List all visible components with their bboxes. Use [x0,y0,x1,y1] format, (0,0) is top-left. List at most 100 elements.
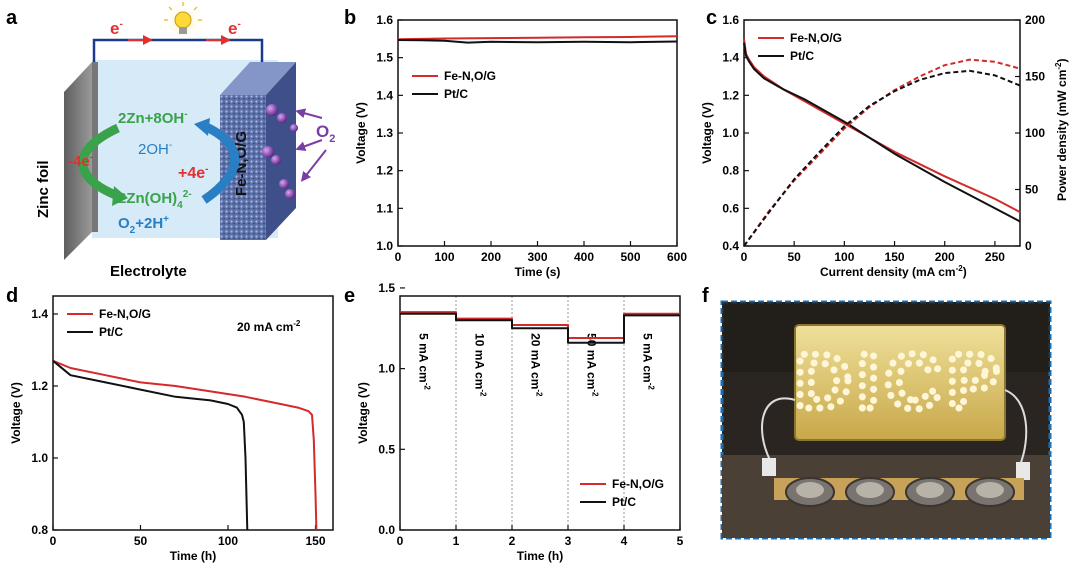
y-tick-label: 1.3 [376,126,393,140]
y-tick-label: 1.6 [376,13,393,27]
y2-tick-label: 0 [1025,239,1032,253]
y-tick-label: 0.6 [722,201,739,215]
oxygen-arrow-1 [295,108,323,119]
y-tick-label: 0.0 [378,523,395,537]
x-tick-label: 200 [935,250,955,264]
legend-label: Fe-N,O/G [444,69,496,83]
y-axis-label: Voltage (V) [354,102,368,164]
x-tick-label: 150 [885,250,905,264]
x-tick-label: 100 [218,534,238,548]
cathode-arrow [201,121,240,204]
plot-frame [52,295,334,531]
series-line-fe-n-o-g-power [743,58,1021,247]
y-tick-label: 1.0 [31,451,48,465]
plot-frame [397,19,678,247]
series-line-pt-c [52,360,249,531]
oxygen-arrow-2 [295,139,323,151]
anode-arrow [78,123,120,201]
x-tick-label: 100 [834,250,854,264]
series-line-fe-n-o-g [397,35,678,41]
y-tick-label: 1.5 [378,281,395,295]
series-line-fe-n-o-g [743,38,1021,213]
led-sign [794,324,1006,441]
chart-c: 0 50 100 150 200 250 0.4 0.6 0.8 1.0 1.2 1.4 1.6 0 50 1… [700,13,1069,279]
panel-f-photo: DICP [720,300,1052,540]
anode-reaction-1: 2Zn+8OH- [118,109,188,127]
x-tick-label: 150 [305,534,325,548]
x-axis-label: Time (h) [517,549,563,563]
y2-axis-label: Power density (mW cm-2) [1054,59,1069,202]
x-tick-label: 3 [565,534,572,548]
y2-tick-label: 50 [1025,183,1039,197]
series-line-fe-n-o-g [52,359,318,531]
x-tick-label: 2 [509,534,516,548]
segment-label: 50 mA cm-2 [585,333,600,397]
y-tick-label: 0.8 [722,164,739,178]
y2-tick-label: 100 [1025,126,1045,140]
y-tick-label: 0.4 [722,239,739,253]
legend-label: Fe-N,O/G [790,31,842,45]
lightbulb-icon [164,2,202,38]
cathode-face [220,95,266,240]
x-tick-label: 4 [621,534,628,548]
x-tick-label: 50 [788,250,802,264]
y-tick-label: 1.2 [376,164,393,178]
x-tick-label: 0 [50,534,57,548]
y-tick-label: 1.2 [31,379,48,393]
panel-label-b: b [344,7,356,29]
legend-label: Pt/C [612,495,636,509]
x-tick-label: 50 [134,534,148,548]
legend-label: Pt/C [790,49,814,63]
chart-d: 0 50 100 150 0.8 1.0 1.2 1.4 Time (h) Voltage (V)… [9,295,334,563]
cathode-top [220,62,296,95]
hydroxide-label: 2OH- [138,140,172,158]
zinc-air-cells [774,477,1024,507]
y-tick-label: 1.0 [722,126,739,140]
oxygen-molecules [262,104,298,199]
y-tick-label: 1.0 [378,362,395,376]
x-tick-label: 500 [620,250,640,264]
legend-label: Fe-N,O/G [612,477,664,491]
legend-label: Fe-N,O/G [99,307,151,321]
legend-label: Pt/C [99,325,123,339]
y-tick-label: 0.8 [31,523,48,537]
x-tick-label: 0 [397,534,404,548]
plot-frame [743,19,1021,247]
oxygen-arrow-3 [300,149,327,182]
panel-label-c: c [706,7,717,29]
plot-frame [399,295,681,531]
y-tick-label: 1.4 [31,307,48,321]
y2-tick-label: 200 [1025,13,1045,27]
legend-label: Pt/C [444,87,468,101]
segment-label: 5 mA cm-2 [417,333,432,390]
chart-annotation: 20 mA cm-2 [237,319,301,334]
external-wire [92,38,264,62]
x-axis-label: Time (h) [170,549,216,563]
series-line-pt-c-power [743,69,1021,247]
y-tick-label: 1.0 [376,239,393,253]
y-tick-label: 1.4 [722,51,739,65]
x-tick-label: 0 [741,250,748,264]
x-axis-label: Time (s) [515,265,561,279]
y-tick-label: 1.2 [722,88,739,102]
x-tick-label: 1 [453,534,460,548]
y2-tick-label: 150 [1025,70,1045,84]
y-axis-label: Voltage (V) [700,102,714,164]
y-axis-label: Voltage (V) [356,382,370,444]
x-tick-label: 400 [574,250,594,264]
series-line-pt-c [400,312,680,344]
series-line-pt-c [743,42,1021,223]
anode-electrons: -4e- [68,152,93,170]
panel-label-e: e [344,285,355,307]
x-tick-label: 600 [667,250,687,264]
electron-label-right: e- [228,19,241,38]
y-axis-label: Voltage (V) [9,382,23,444]
cathode-electrons: +4e- [178,164,208,182]
x-tick-label: 100 [434,250,454,264]
segment-label: 5 mA cm-2 [641,333,656,390]
zinc-foil [64,62,92,260]
y-tick-label: 1.5 [376,51,393,65]
chart-b: 0 100 200 300 400 500 600 1.0 1.1 1.2 1.3 1.4 1.5 1.6… [354,13,687,279]
cathode-reaction: O2+2H+ [118,214,169,236]
zinc-foil-label: Zinc foil [35,161,52,219]
